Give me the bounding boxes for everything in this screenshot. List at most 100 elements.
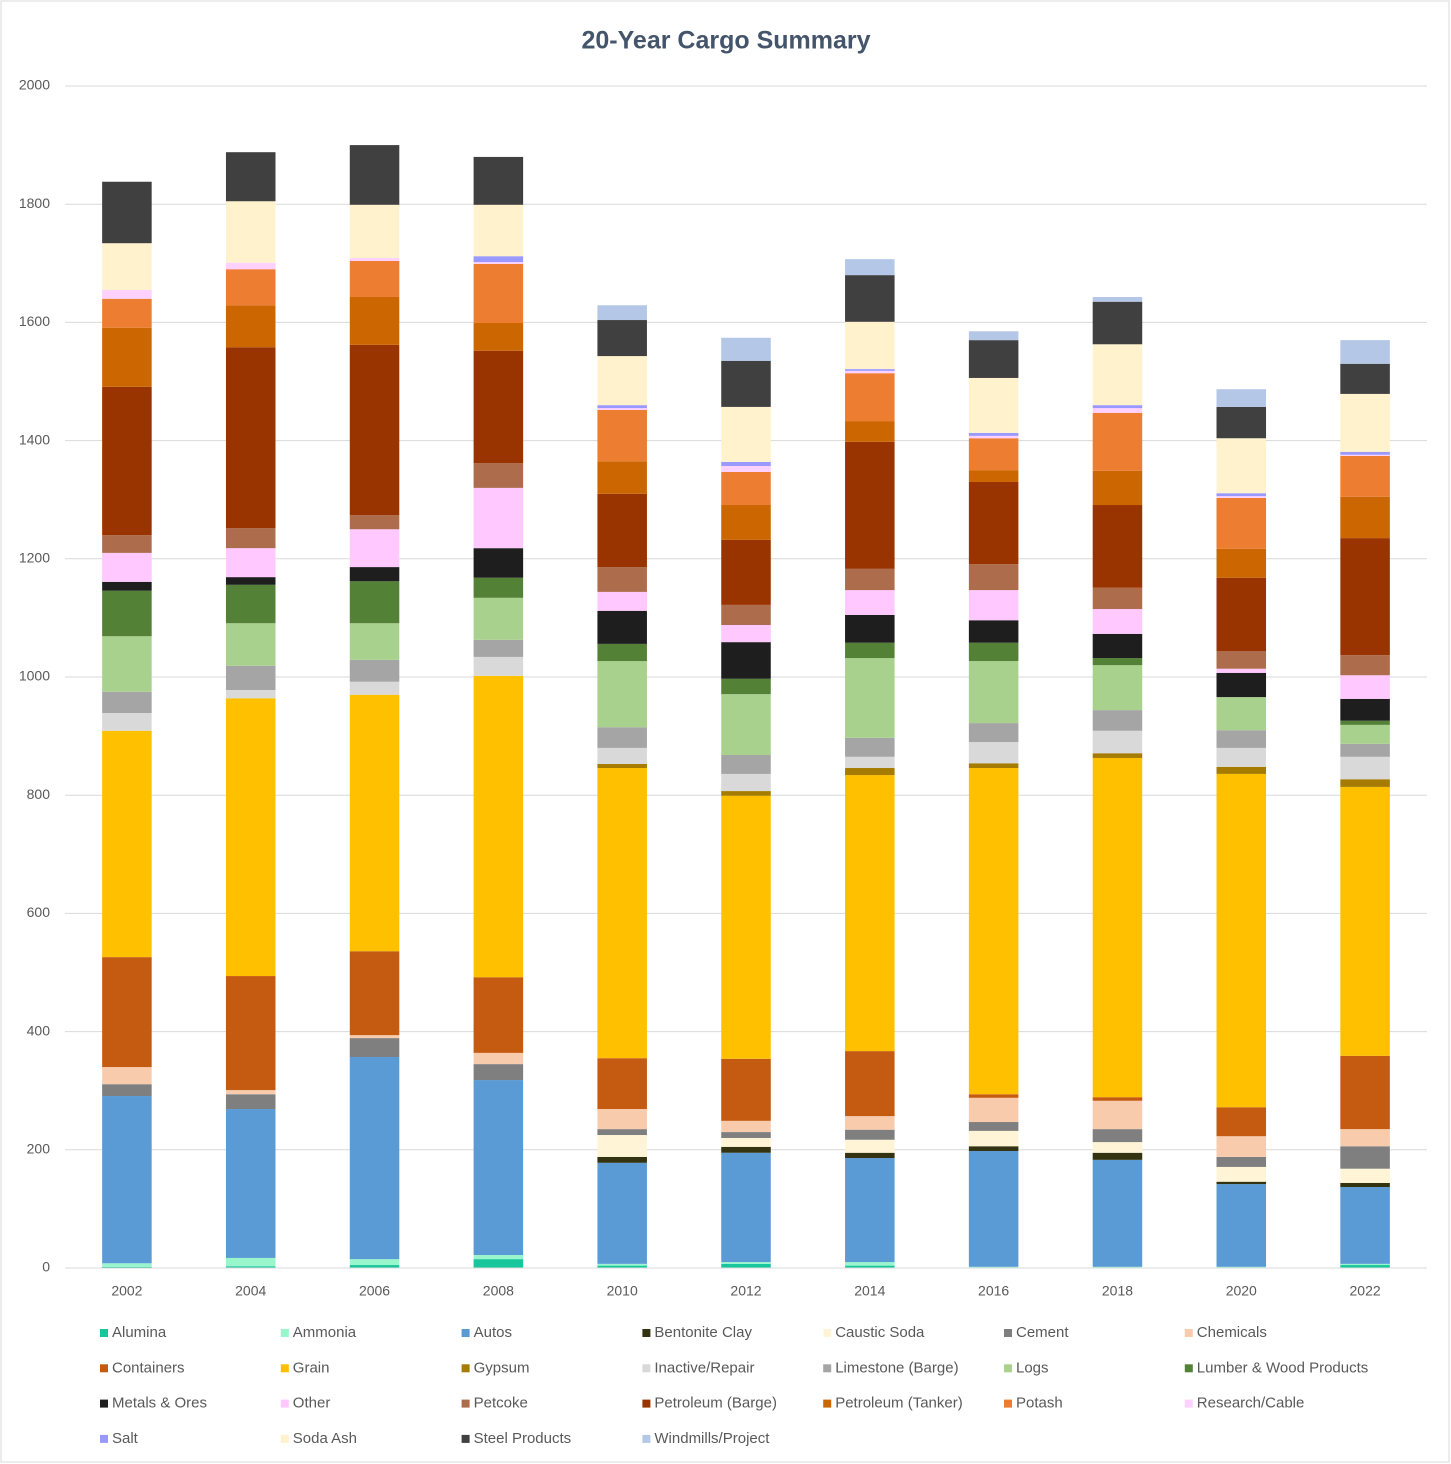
x-tick-label: 2014 bbox=[854, 1283, 885, 1299]
bar-segment bbox=[1340, 1182, 1390, 1188]
bar-segment bbox=[597, 461, 647, 494]
bar-segment bbox=[349, 344, 400, 516]
bar-segment bbox=[721, 1058, 771, 1121]
legend-swatch bbox=[461, 1329, 470, 1337]
bar-segment bbox=[225, 577, 276, 585]
bar-segment bbox=[968, 432, 1019, 436]
bar-segment bbox=[225, 690, 276, 699]
bar-segment bbox=[225, 698, 276, 977]
legend-swatch bbox=[280, 1329, 289, 1337]
bar-segment bbox=[1340, 743, 1390, 757]
y-tick-label: 1600 bbox=[19, 313, 50, 329]
bar-segment bbox=[1092, 1266, 1143, 1268]
bar-segment bbox=[225, 584, 276, 624]
bar-segment bbox=[225, 665, 276, 691]
bar-segment bbox=[597, 747, 647, 764]
bar-segment bbox=[845, 259, 895, 276]
bar-segment bbox=[473, 675, 524, 978]
bar-segment bbox=[1216, 747, 1267, 767]
legend-swatch bbox=[642, 1329, 651, 1337]
bar-segment bbox=[1216, 697, 1267, 731]
bar-segment bbox=[597, 305, 647, 321]
legend-swatch bbox=[642, 1364, 651, 1373]
legend-label: Steel Products bbox=[474, 1430, 572, 1447]
bar-segment bbox=[845, 1129, 895, 1140]
bar-segment bbox=[597, 493, 647, 568]
bar-segment bbox=[102, 181, 152, 244]
bar-segment bbox=[1092, 730, 1143, 754]
bar-segment bbox=[597, 1058, 647, 1110]
bar-segment bbox=[349, 260, 400, 297]
legend-label: Autos bbox=[474, 1324, 512, 1341]
bar-segment bbox=[968, 1097, 1019, 1123]
bar-segment bbox=[845, 737, 895, 757]
bar-segment bbox=[225, 347, 276, 529]
bar-segment bbox=[968, 1130, 1019, 1147]
bar-segment bbox=[1340, 363, 1390, 394]
bar-segment bbox=[473, 1259, 524, 1268]
bar-segment bbox=[349, 681, 400, 695]
bar-segment bbox=[1340, 724, 1390, 744]
bar-segment bbox=[597, 409, 647, 462]
bar-segment bbox=[349, 581, 400, 624]
bar-segment bbox=[1216, 1181, 1267, 1185]
bar-segment bbox=[845, 1152, 895, 1159]
bar-segment bbox=[102, 1096, 152, 1264]
bar-segment bbox=[721, 406, 771, 462]
bar-segment bbox=[1340, 454, 1390, 456]
legend-swatch bbox=[100, 1434, 108, 1443]
bar-segment bbox=[1216, 1107, 1267, 1137]
bar-segment bbox=[721, 642, 771, 679]
bar-segment bbox=[1216, 438, 1267, 494]
bar-segment bbox=[1216, 496, 1267, 498]
bar-segment bbox=[968, 768, 1019, 1095]
bar-segment bbox=[721, 1120, 771, 1133]
bar-segment bbox=[597, 1129, 647, 1136]
bar-segment bbox=[473, 1064, 524, 1081]
legend-swatch bbox=[461, 1399, 470, 1408]
bar-segment bbox=[968, 1150, 1019, 1267]
bar-segment bbox=[845, 275, 895, 322]
bar-segment bbox=[1092, 710, 1143, 731]
y-tick-label: 400 bbox=[27, 1022, 51, 1038]
bar-segment bbox=[597, 643, 647, 662]
bar-segment bbox=[1216, 497, 1267, 549]
bar-segment bbox=[1340, 1146, 1390, 1169]
bar-segment bbox=[721, 1146, 771, 1153]
bar-segment bbox=[473, 1254, 524, 1260]
bar-segment bbox=[845, 1265, 895, 1268]
y-tick-label: 1000 bbox=[19, 668, 50, 684]
bar-segment bbox=[102, 1084, 152, 1097]
bar-segment bbox=[968, 642, 1019, 662]
bar-segment bbox=[225, 201, 276, 263]
bar-segment bbox=[102, 386, 152, 536]
bar-segment bbox=[845, 568, 895, 591]
bar-segment bbox=[473, 487, 524, 549]
bar-segment bbox=[1092, 1159, 1143, 1267]
bar-segment bbox=[102, 713, 152, 731]
bar-segment bbox=[721, 505, 771, 540]
bar-segment bbox=[845, 1158, 895, 1263]
bar-segment bbox=[968, 1122, 1019, 1131]
bar-segment bbox=[1216, 389, 1267, 407]
bar-segment bbox=[597, 1265, 647, 1268]
x-tick-label: 2016 bbox=[978, 1283, 1009, 1299]
legend-label: Lumber & Wood Products bbox=[1197, 1359, 1368, 1376]
bar-segment bbox=[1092, 470, 1143, 506]
bar-segment bbox=[968, 564, 1019, 591]
bar-segment bbox=[597, 768, 647, 1059]
bar-segment bbox=[1340, 698, 1390, 721]
bar-segment bbox=[721, 1132, 771, 1138]
bar-segment bbox=[349, 257, 400, 261]
bar-segment bbox=[1216, 577, 1267, 651]
bar-segment bbox=[1216, 1266, 1267, 1268]
bar-segment bbox=[349, 296, 400, 345]
bar-segment bbox=[968, 1146, 1019, 1151]
legend-label: Chemicals bbox=[1197, 1324, 1267, 1341]
bar-segment bbox=[845, 441, 895, 569]
legend-label: Gypsum bbox=[474, 1359, 530, 1376]
bar-segment bbox=[597, 1162, 647, 1264]
bar-segment bbox=[225, 1109, 276, 1258]
bar-segment bbox=[1092, 344, 1143, 406]
bar-segment bbox=[1340, 779, 1390, 787]
